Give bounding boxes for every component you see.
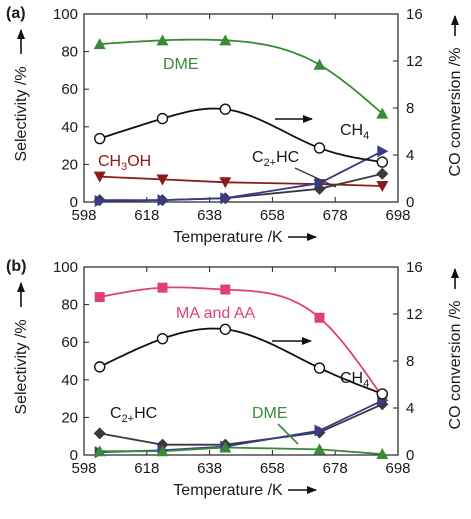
y-tick-label: 0 [70, 194, 78, 211]
series-line-co-conversion [99, 107, 383, 163]
y-tick-label: 80 [61, 297, 78, 314]
annotation-c2hc: C2+HC [110, 405, 157, 425]
x-tick-label: 638 [197, 207, 222, 224]
plot-frame [83, 266, 399, 456]
y2-tick-label: 16 [406, 6, 423, 23]
data-point-ch4 [314, 177, 326, 190]
data-point-ma-and-aa [314, 312, 325, 323]
y-tick-label: 20 [61, 409, 78, 426]
y-tick-label: 80 [61, 44, 78, 61]
series-line-dme [99, 446, 383, 455]
data-point-dme [156, 445, 169, 457]
data-point-dme [156, 34, 169, 46]
x-axis-label: Temperature /K [173, 482, 283, 499]
panel-label: (a) [6, 5, 26, 22]
chart-panel-b: (b)598 618 638 658 678 6980204060801000481216… [6, 258, 464, 499]
data-point-dme [219, 441, 232, 453]
annotation-dme: DME [163, 56, 199, 73]
data-point-co-conversion [376, 156, 388, 168]
y-tick-label: 20 [61, 156, 78, 173]
data-point-ma-and-aa [220, 284, 231, 295]
data-point-co-conversion [219, 103, 232, 115]
data-point-dme [219, 34, 232, 46]
y2-tick-label: 0 [406, 447, 414, 464]
series-line-co-conversion [99, 327, 383, 395]
x-tick-label: 618 [134, 207, 159, 224]
x-tick-label: 658 [260, 207, 285, 224]
x-tick-label: 598 [71, 207, 96, 224]
x-tick-label: 638 [197, 460, 222, 477]
data-point-c2-hc [376, 167, 389, 180]
data-point-dme [93, 445, 106, 457]
y-tick-label: 100 [53, 259, 78, 276]
annotation-ch3oh: CH3OH [98, 153, 151, 173]
y2-tick-label: 4 [406, 400, 414, 417]
data-point-co-conversion [313, 362, 326, 374]
x-axis-label: Temperature /K [173, 229, 283, 246]
data-point-ma-and-aa [94, 292, 105, 303]
y-tick-label: 100 [53, 6, 78, 23]
data-point-ma-and-aa [157, 282, 168, 293]
y-tick-label: 40 [61, 119, 78, 136]
data-point-co-conversion [376, 388, 388, 400]
data-point-ch4 [220, 192, 232, 205]
y2-tick-label: 8 [406, 100, 414, 117]
data-point-c2-hc [93, 427, 106, 440]
y2-axis-label: CO conversion /% [447, 301, 464, 430]
annotation-dme-leader [277, 423, 299, 445]
x-tick-label: 678 [323, 207, 348, 224]
y-tick-label: 40 [61, 372, 78, 389]
x-tick-label: 618 [134, 460, 159, 477]
annotation-c2hc: C2+HC [252, 149, 299, 169]
data-point-dme [376, 448, 389, 460]
data-point-co-conversion [156, 112, 169, 125]
annotation-ch4: CH4 [340, 122, 369, 142]
annotation-c2hc-leader [294, 167, 337, 188]
data-point-dme [313, 58, 326, 70]
series-line-ma-and-aa [99, 286, 384, 398]
y2-tick-label: 16 [406, 259, 423, 276]
y-tick-label: 60 [61, 81, 78, 98]
y-axis-label: Selectivity /% [13, 66, 30, 161]
y-axis-label: Selectivity /% [13, 319, 30, 414]
x-tick-label: 698 [385, 460, 410, 477]
y2-tick-label: 12 [406, 53, 423, 70]
data-point-ch4 [377, 145, 389, 158]
data-point-ch4 [314, 424, 326, 437]
series-line-dme [99, 38, 383, 115]
data-point-dme [93, 38, 106, 50]
annotation-ma-aa: MA and AA [176, 305, 255, 322]
x-tick-label: 598 [71, 460, 96, 477]
data-point-ch3oh [219, 177, 232, 189]
y-tick-label: 60 [61, 334, 78, 351]
data-point-co-conversion [219, 323, 232, 335]
data-point-co-conversion [93, 361, 106, 373]
data-point-co-conversion [156, 332, 169, 345]
data-point-co-conversion [93, 132, 106, 145]
y2-tick-label: 12 [406, 306, 423, 323]
y2-tick-label: 4 [406, 147, 414, 164]
data-point-ch3oh [376, 181, 389, 193]
data-point-dme [313, 443, 326, 455]
data-point-ch3oh [156, 174, 169, 186]
annotation-dme: DME [252, 405, 288, 422]
x-tick-label: 698 [385, 207, 410, 224]
panel-label: (b) [6, 258, 26, 275]
y2-axis-label: CO conversion /% [447, 48, 464, 177]
y-tick-label: 0 [70, 447, 78, 464]
data-point-ch3oh [93, 171, 106, 183]
y2-tick-label: 0 [406, 194, 414, 211]
data-point-ch4 [94, 195, 106, 208]
data-point-dme [376, 107, 389, 119]
y2-tick-label: 8 [406, 353, 414, 370]
x-tick-label: 658 [260, 460, 285, 477]
x-tick-label: 678 [323, 460, 348, 477]
data-point-co-conversion [313, 142, 326, 154]
annotation-ch4: CH4 [340, 370, 369, 390]
chart-panel-a: (a)598 618 638 658 678 6980204060801000481216… [6, 5, 464, 246]
data-point-ch4 [157, 194, 169, 207]
